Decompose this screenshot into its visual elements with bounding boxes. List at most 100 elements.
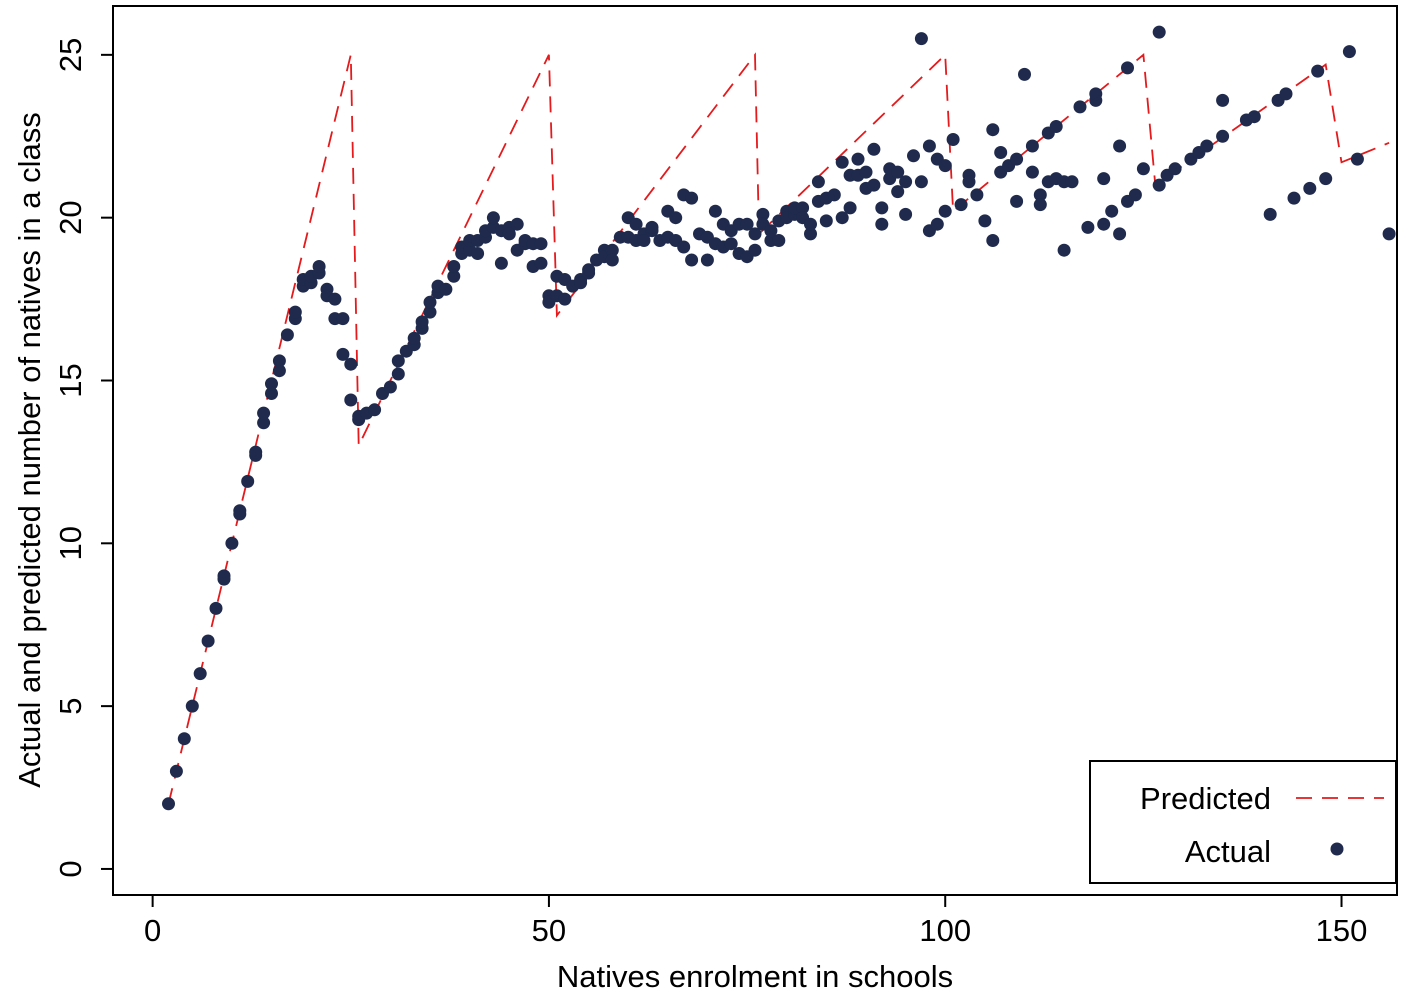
actual-point [486, 211, 500, 225]
actual-point [1279, 87, 1293, 101]
actual-point [328, 292, 342, 306]
actual-point [835, 155, 849, 169]
legend-label-actual: Actual [1185, 834, 1271, 869]
actual-point [1025, 139, 1039, 153]
actual-point [669, 211, 683, 225]
actual-point [1263, 207, 1277, 221]
actual-point [383, 380, 397, 394]
actual-point [922, 139, 936, 153]
actual-point [423, 305, 437, 319]
actual-point [804, 217, 817, 231]
x-tick-label: 100 [919, 913, 971, 948]
y-tick-label: 10 [53, 526, 88, 560]
legend-box [1089, 760, 1397, 884]
actual-point [1216, 129, 1230, 143]
actual-point [1097, 217, 1111, 231]
actual-point [685, 191, 699, 205]
y-tick-label: 25 [53, 38, 88, 72]
actual-point [391, 367, 405, 381]
actual-point [772, 234, 786, 247]
actual-point [1350, 152, 1364, 166]
y-axis: 0 5 10 15 20 25 [53, 38, 113, 878]
actual-point [1033, 198, 1047, 212]
actual-point [946, 133, 960, 146]
actual-point [748, 227, 762, 241]
actual-point [249, 445, 263, 459]
actual-point [447, 260, 461, 273]
actual-point [930, 217, 944, 231]
actual-point [867, 178, 881, 192]
actual-point [233, 504, 247, 518]
actual-point [1287, 191, 1301, 205]
actual-point [700, 253, 714, 267]
predicted-series-line [167, 52, 1390, 805]
actual-point [637, 234, 651, 247]
legend: Predicted Actual [1089, 760, 1397, 884]
actual-point [891, 185, 905, 199]
actual-point [439, 282, 453, 296]
actual-point [756, 207, 770, 221]
actual-point [1216, 93, 1230, 107]
actual-point [1081, 220, 1095, 234]
actual-point [272, 364, 286, 378]
actual-point [1057, 243, 1071, 257]
x-axis: 0 50 100 150 [144, 895, 1367, 948]
actual-point [1152, 25, 1166, 39]
actual-point [177, 732, 191, 746]
actual-point [1200, 139, 1214, 153]
actual-point [447, 269, 461, 283]
actual-point [312, 260, 326, 273]
actual-point [1136, 162, 1150, 176]
actual-point [1025, 165, 1039, 179]
actual-point [1097, 172, 1111, 186]
actual-point [1382, 227, 1396, 241]
actual-point [796, 201, 810, 215]
actual-point [986, 234, 1000, 247]
actual-point [257, 406, 271, 420]
actual-point [1168, 162, 1182, 176]
actual-point [867, 142, 881, 156]
actual-point [201, 634, 215, 648]
actual-point [169, 764, 183, 778]
actual-point [1128, 188, 1142, 202]
actual-point [1113, 139, 1127, 153]
actual-point [162, 797, 175, 811]
actual-point [257, 416, 271, 430]
actual-point [605, 243, 619, 257]
actual-point [225, 536, 239, 550]
actual-point [859, 165, 873, 179]
actual-point [1033, 188, 1047, 202]
actual-point [899, 175, 913, 189]
actual-point [344, 357, 358, 371]
actual-point [423, 295, 437, 309]
actual-point [1247, 110, 1261, 124]
actual-point [891, 165, 905, 179]
actual-series-markers [162, 25, 1396, 811]
plot-frame [112, 5, 1398, 896]
actual-point [1049, 120, 1063, 133]
actual-point [1089, 87, 1103, 101]
legend-swatch-actual [1330, 842, 1344, 856]
actual-point [708, 204, 722, 218]
actual-point [843, 201, 857, 215]
actual-point [819, 214, 833, 228]
actual-point [1319, 172, 1333, 186]
actual-point [764, 224, 778, 238]
actual-point [471, 247, 485, 260]
actual-point [368, 403, 382, 417]
actual-point [582, 263, 596, 277]
actual-point [914, 32, 928, 46]
actual-point [415, 315, 429, 329]
actual-point [407, 331, 421, 345]
actual-point [1105, 204, 1119, 218]
actual-point [724, 237, 738, 251]
actual-point [1303, 181, 1317, 195]
actual-point [938, 159, 952, 173]
actual-point [280, 328, 294, 342]
actual-point [605, 253, 619, 267]
y-tick-label: 0 [53, 860, 88, 877]
actual-point [391, 354, 405, 368]
x-tick-label: 150 [1316, 913, 1368, 948]
actual-point [875, 201, 889, 215]
